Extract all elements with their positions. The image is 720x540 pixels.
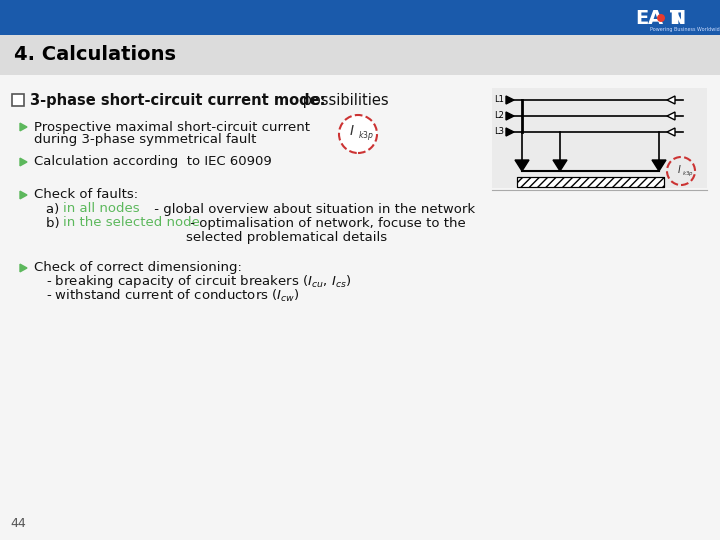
Text: L2: L2 (494, 111, 504, 120)
Circle shape (657, 14, 665, 22)
Circle shape (667, 157, 695, 185)
Text: 44: 44 (10, 517, 26, 530)
Text: $I$: $I$ (677, 163, 681, 175)
Polygon shape (667, 112, 675, 120)
Text: E: E (635, 9, 648, 28)
Polygon shape (20, 264, 27, 272)
Polygon shape (20, 191, 27, 199)
Polygon shape (506, 112, 514, 120)
Polygon shape (667, 128, 675, 136)
Polygon shape (652, 160, 666, 171)
Text: during 3-phase symmetrical fault: during 3-phase symmetrical fault (34, 133, 256, 146)
Polygon shape (515, 160, 529, 171)
Text: $_{k3p}$: $_{k3p}$ (682, 169, 694, 179)
Polygon shape (667, 96, 675, 104)
Text: selected problematical details: selected problematical details (186, 231, 387, 244)
Text: b): b) (46, 217, 64, 230)
Polygon shape (506, 128, 514, 136)
Bar (0, 35, 720, 75)
Bar (517, 177, 664, 187)
Text: L3: L3 (494, 127, 504, 137)
Text: L1: L1 (494, 96, 504, 105)
Polygon shape (20, 158, 27, 166)
Text: A T: A T (648, 9, 683, 28)
Bar (0, 0, 720, 35)
Bar (517, 177, 664, 187)
Text: N: N (669, 9, 685, 28)
Polygon shape (553, 160, 567, 171)
Text: - withstand current of conductors ($I_{cw}$): - withstand current of conductors ($I_{c… (46, 288, 300, 304)
Text: Check of correct dimensioning:: Check of correct dimensioning: (34, 261, 242, 274)
Text: Prospective maximal short-circuit current: Prospective maximal short-circuit curren… (34, 120, 310, 133)
Text: a): a) (46, 202, 63, 215)
Text: Calculation according  to IEC 60909: Calculation according to IEC 60909 (34, 156, 271, 168)
Text: Powering Business Worldwide: Powering Business Worldwide (650, 26, 720, 31)
Text: 3-phase short-circuit current mode:: 3-phase short-circuit current mode: (30, 92, 325, 107)
Text: 4. Calculations: 4. Calculations (14, 45, 176, 64)
Text: in all nodes: in all nodes (63, 202, 140, 215)
Polygon shape (506, 96, 514, 104)
Bar (492, 88, 707, 188)
Text: $_{k3p}$: $_{k3p}$ (358, 130, 374, 145)
Text: - global overview about situation in the network: - global overview about situation in the… (150, 202, 475, 215)
Text: possibilities: possibilities (298, 92, 389, 107)
Text: Check of faults:: Check of faults: (34, 188, 138, 201)
Bar (12, 94, 24, 106)
Text: - breaking capacity of circuit breakers ($I_{cu}$, $I_{cs}$): - breaking capacity of circuit breakers … (46, 273, 351, 291)
Text: in the selected node: in the selected node (63, 217, 200, 230)
Bar (0, 75, 720, 540)
Text: - optimalisation of network, focuse to the: - optimalisation of network, focuse to t… (186, 217, 466, 230)
Polygon shape (20, 123, 27, 131)
Text: $I$: $I$ (349, 124, 355, 138)
Circle shape (339, 115, 377, 153)
